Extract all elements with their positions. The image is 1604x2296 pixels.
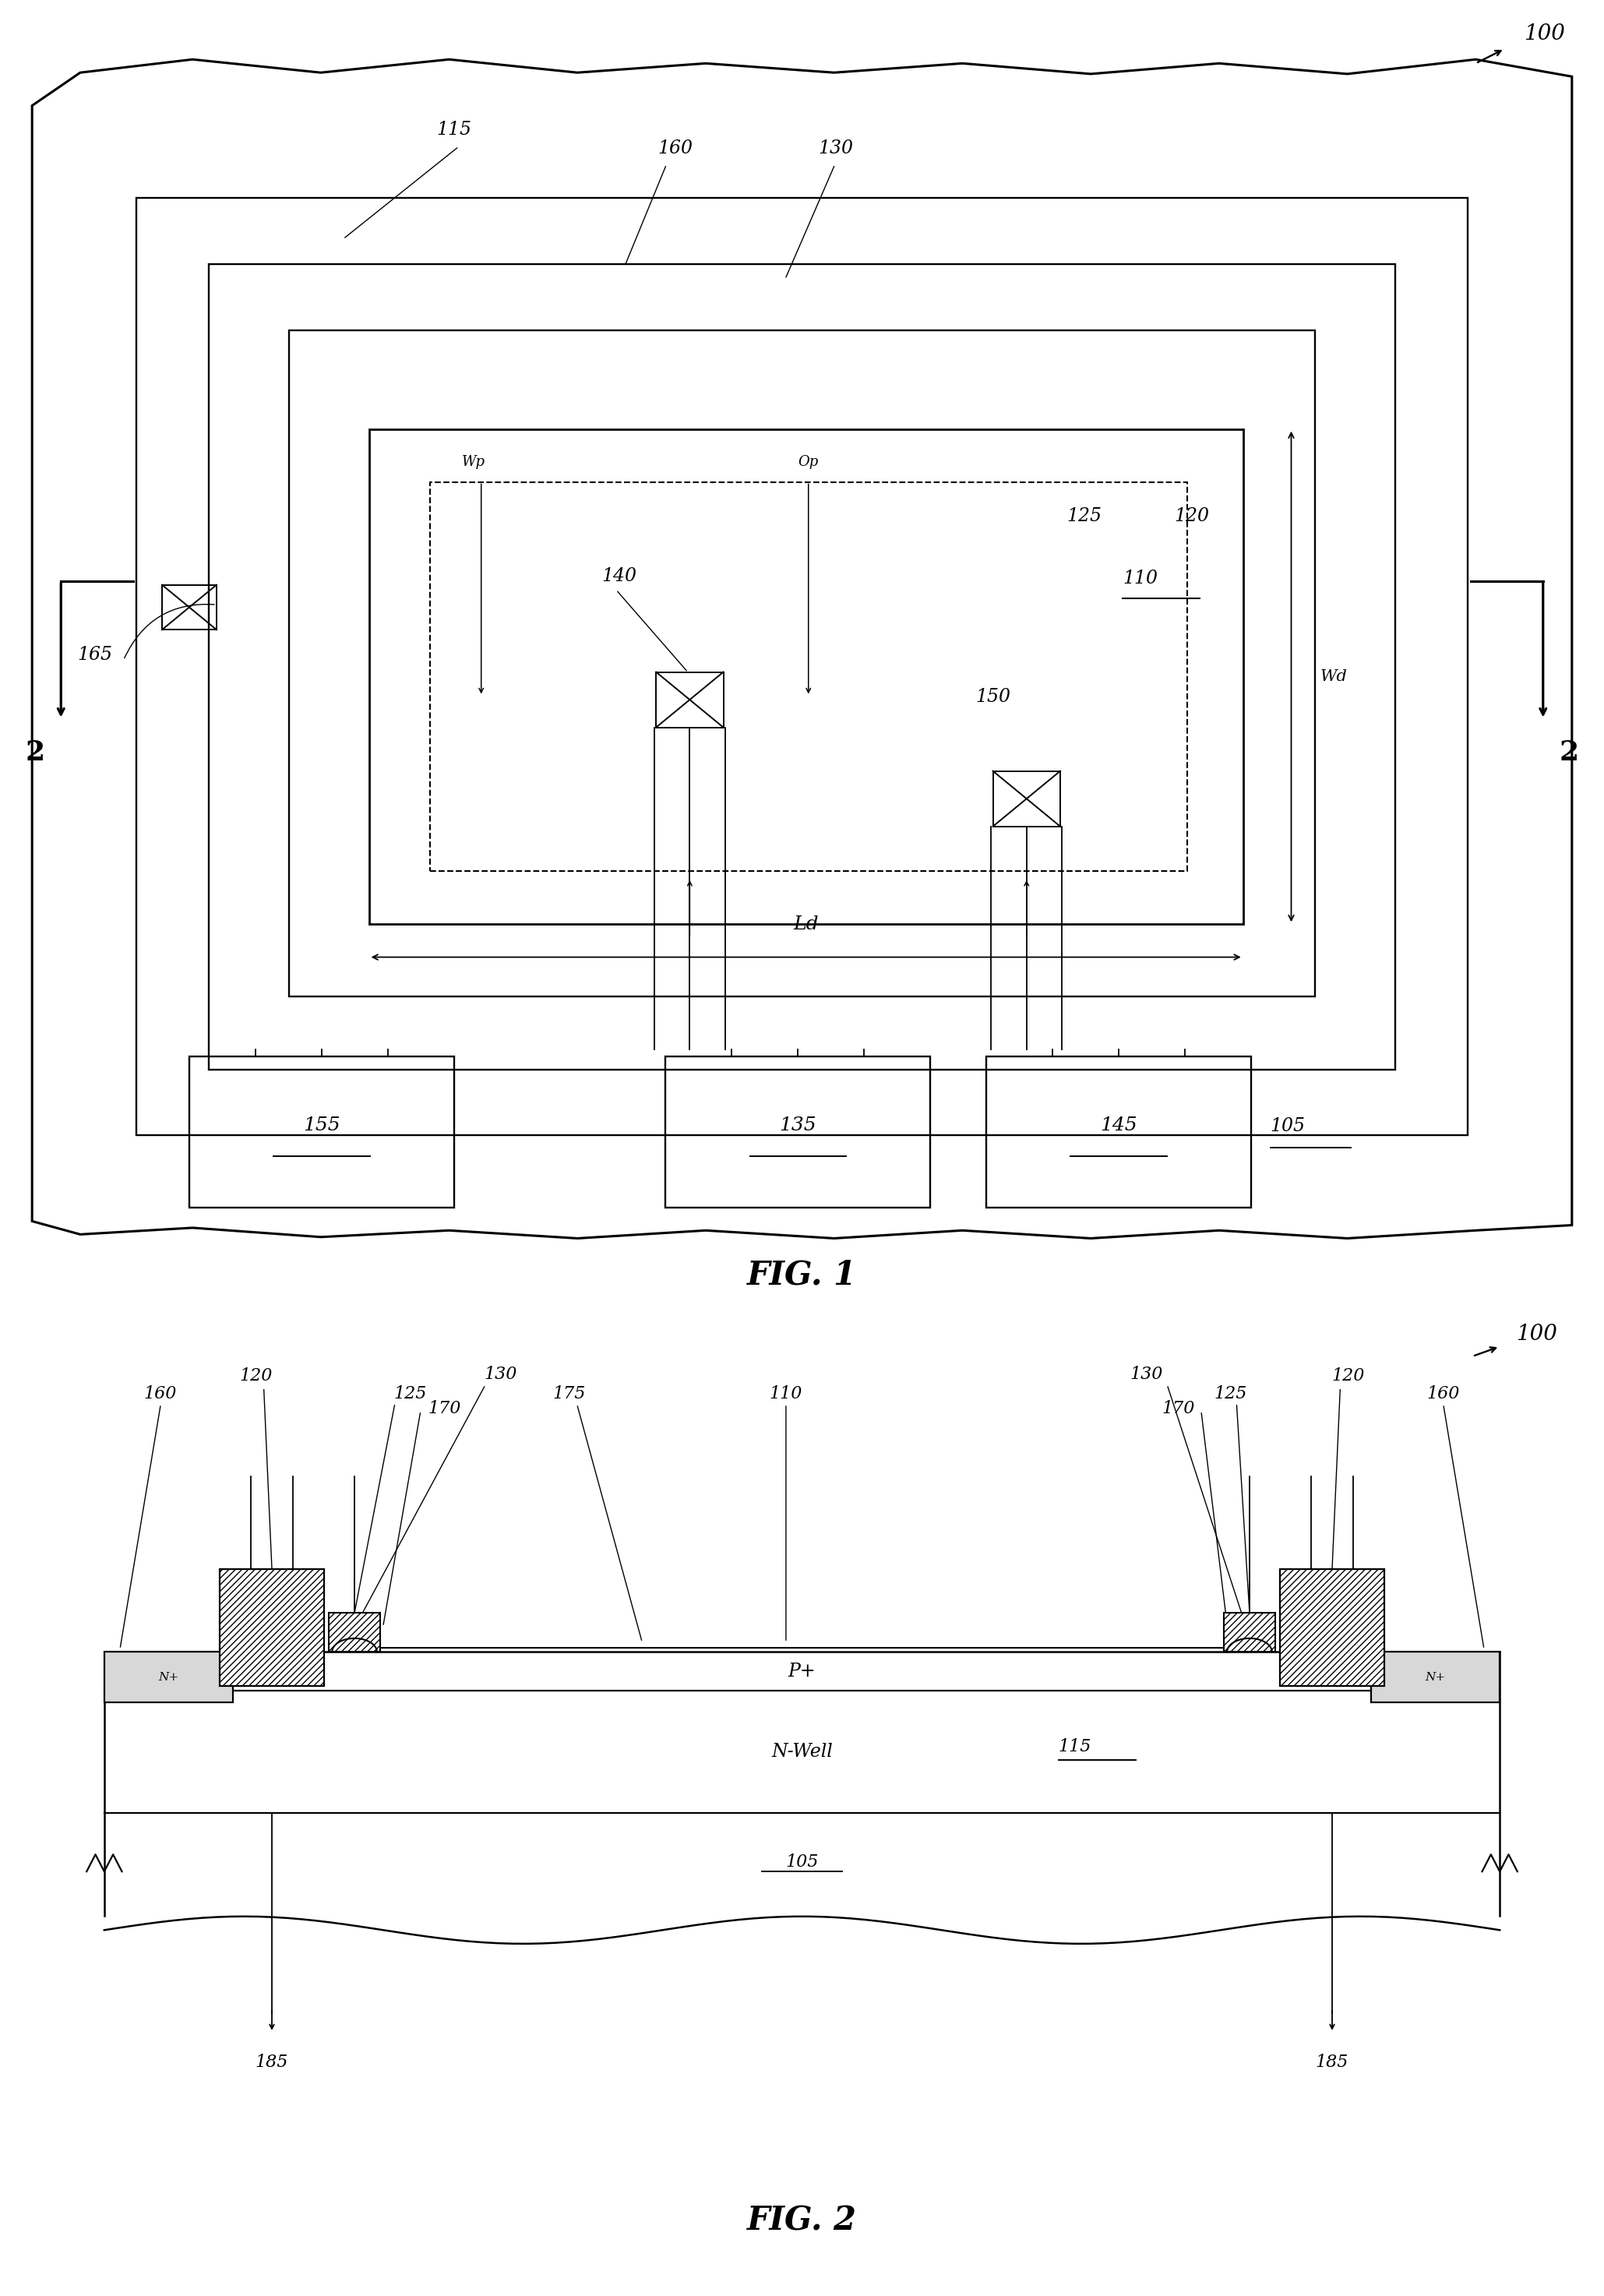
Bar: [369, 429, 1243, 923]
Bar: [329, 1612, 380, 1653]
Text: FIG. 2: FIG. 2: [747, 2204, 857, 2236]
Text: 160: 160: [658, 140, 693, 156]
Text: N+: N+: [159, 1671, 178, 1683]
Text: 185: 185: [1315, 2053, 1349, 2071]
Bar: [220, 1568, 324, 1685]
Text: Wd: Wd: [1320, 668, 1347, 684]
Text: 175: 175: [553, 1384, 585, 1403]
Bar: [1280, 1568, 1384, 1685]
Text: 2: 2: [1559, 739, 1578, 767]
Polygon shape: [32, 60, 1572, 1238]
Text: 130: 130: [484, 1366, 518, 1382]
Text: 110: 110: [1123, 569, 1158, 588]
Text: 125: 125: [1067, 507, 1102, 526]
Text: 110: 110: [770, 1384, 802, 1403]
Bar: [104, 1653, 233, 1704]
Text: 115: 115: [436, 122, 472, 138]
Text: 100: 100: [1524, 23, 1566, 44]
Text: N+: N+: [1426, 1671, 1445, 1683]
Bar: [986, 1056, 1251, 1208]
Text: 130: 130: [1129, 1366, 1163, 1382]
Bar: [289, 331, 1315, 996]
Text: 170: 170: [428, 1401, 462, 1417]
Text: Wp: Wp: [462, 455, 484, 468]
Text: 125: 125: [395, 1384, 427, 1403]
Text: Ld: Ld: [794, 916, 818, 934]
Text: 170: 170: [1161, 1401, 1195, 1417]
Text: 135: 135: [780, 1116, 816, 1134]
Text: 105: 105: [1270, 1118, 1306, 1134]
Bar: [209, 264, 1395, 1070]
Text: N-Well: N-Well: [772, 1743, 832, 1761]
Bar: [993, 771, 1060, 827]
Text: Op: Op: [799, 455, 818, 468]
Text: 105: 105: [786, 1853, 818, 1871]
Bar: [189, 1056, 454, 1208]
Text: 160: 160: [1428, 1384, 1460, 1403]
Text: FIG. 1: FIG. 1: [747, 1258, 857, 1290]
Text: 130: 130: [818, 140, 853, 156]
Text: 140: 140: [602, 567, 637, 585]
Text: 120: 120: [239, 1368, 273, 1384]
Bar: [162, 585, 217, 629]
Text: 115: 115: [1059, 1738, 1092, 1756]
Text: 165: 165: [77, 645, 112, 664]
Text: 155: 155: [303, 1116, 340, 1134]
Bar: [656, 673, 723, 728]
Bar: [136, 197, 1468, 1134]
Text: 2: 2: [26, 739, 45, 767]
Text: 185: 185: [255, 2053, 289, 2071]
Bar: [666, 1056, 930, 1208]
Text: 100: 100: [1516, 1322, 1557, 1345]
Text: 150: 150: [975, 689, 1011, 707]
Bar: [1371, 1653, 1500, 1704]
Text: 160: 160: [144, 1384, 176, 1403]
Bar: [430, 482, 1187, 870]
Text: 120: 120: [1174, 507, 1209, 526]
Bar: [1224, 1612, 1275, 1653]
Text: P+: P+: [788, 1662, 816, 1681]
Text: 145: 145: [1100, 1116, 1137, 1134]
Text: 125: 125: [1214, 1384, 1246, 1403]
Text: 120: 120: [1331, 1368, 1365, 1384]
